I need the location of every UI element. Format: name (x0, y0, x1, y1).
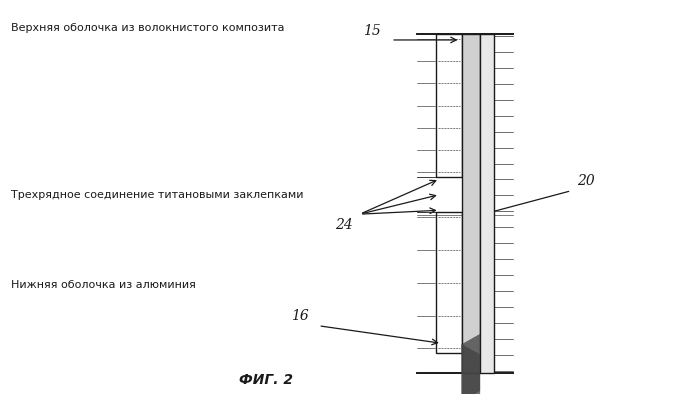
Text: Верхняя оболочка из волокнистого композита: Верхняя оболочка из волокнистого компози… (11, 23, 284, 33)
Text: 24: 24 (336, 218, 353, 232)
Text: ФИГ. 2: ФИГ. 2 (239, 373, 294, 387)
Text: 20: 20 (577, 174, 595, 188)
Text: 15: 15 (363, 24, 381, 38)
Text: Трехрядное соединение титановыми заклепками: Трехрядное соединение титановыми заклепк… (11, 190, 303, 200)
Bar (462, 34, 480, 373)
Text: Нижняя оболочка из алюминия: Нижняя оболочка из алюминия (11, 279, 196, 290)
Bar (480, 34, 493, 373)
Text: 16: 16 (291, 309, 309, 324)
Bar (436, 212, 462, 353)
Bar (436, 34, 462, 177)
